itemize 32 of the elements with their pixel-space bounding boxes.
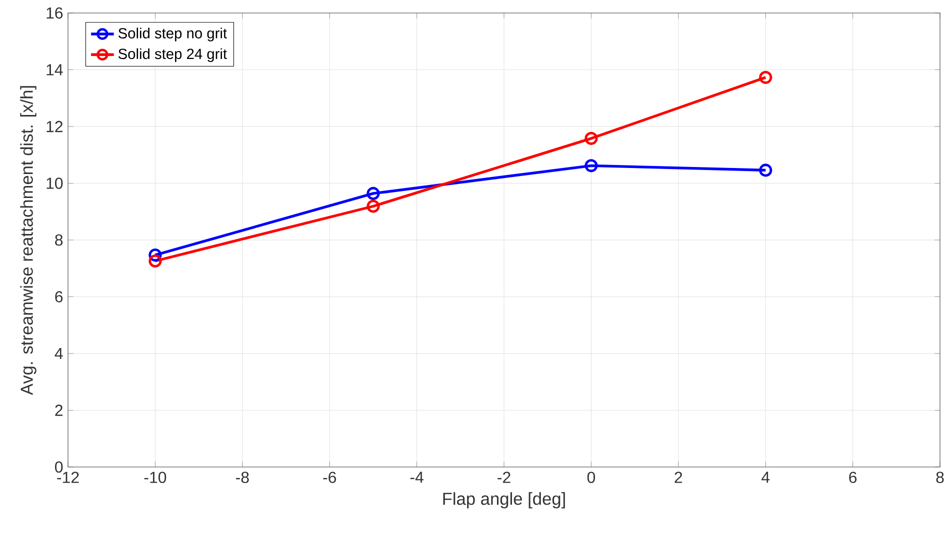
x-tick-label: -2 [498,472,510,483]
x-tick-label: 2 [674,472,682,483]
y-tick-label: 6 [55,291,63,302]
x-tick-label: 4 [762,472,770,483]
x-tick-label: 8 [936,472,944,484]
legend-label: Solid step 24 grit [118,48,227,62]
y-axis-title: Avg. streamwise reattachment dist. [x/h] [20,86,36,396]
point [584,159,598,172]
x-tick-label: 6 [849,472,857,484]
x-tick-label: -12 [57,472,79,483]
y-tick-label: 12 [46,120,62,132]
point [759,70,772,84]
point [759,164,772,177]
x-tick-label: -8 [236,472,249,484]
y-tick-label: 8 [55,234,63,246]
x-tick-label: -4 [410,472,424,483]
point [584,132,598,145]
legend-label: Solid step no grit [118,28,227,42]
y-tick-label: 0 [55,461,63,473]
y-tick-label: 16 [46,7,63,19]
x-tick-label: -6 [323,472,336,484]
y-tick-label: 4 [54,348,63,360]
x-axis-title: Flap angle [deg] [443,492,565,508]
point [366,200,380,213]
point [148,254,162,268]
x-tick-label: -10 [144,472,166,484]
point [148,248,162,262]
y-tick-label: 14 [46,64,63,76]
y-tick-label: 10 [46,178,63,189]
point [366,186,380,200]
x-tick-label: 0 [587,472,596,484]
y-tick-label: 2 [55,404,62,416]
